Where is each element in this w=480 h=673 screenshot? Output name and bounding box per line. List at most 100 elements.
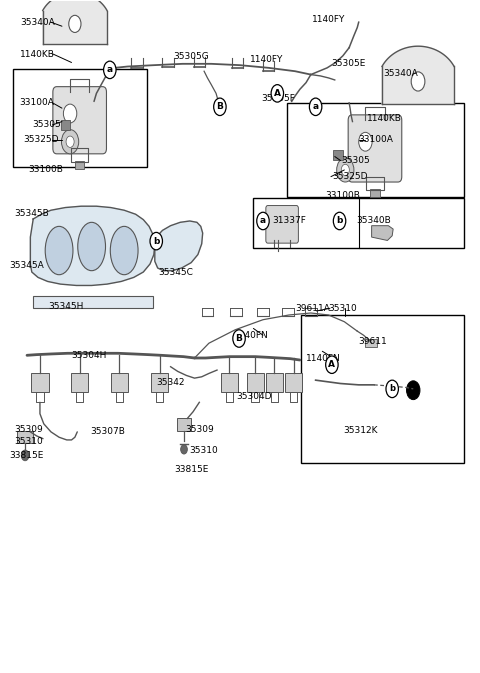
Polygon shape <box>372 225 393 240</box>
Text: 35340B: 35340B <box>356 217 391 225</box>
Text: a: a <box>107 65 113 75</box>
Circle shape <box>21 450 29 461</box>
Circle shape <box>359 133 372 151</box>
Text: 35310: 35310 <box>190 446 218 455</box>
Text: 35305: 35305 <box>341 156 370 165</box>
FancyBboxPatch shape <box>266 205 299 243</box>
Bar <box>151 374 168 392</box>
Bar <box>60 120 70 130</box>
Bar <box>111 374 128 392</box>
Bar <box>221 374 238 392</box>
Circle shape <box>325 356 338 374</box>
Text: 1140FN: 1140FN <box>234 330 269 340</box>
Bar <box>301 315 464 463</box>
Text: b: b <box>336 217 343 225</box>
Text: 35345B: 35345B <box>14 209 49 218</box>
Circle shape <box>386 380 398 398</box>
FancyBboxPatch shape <box>53 87 107 154</box>
Text: 35305F: 35305F <box>262 94 295 103</box>
Text: 1140FY: 1140FY <box>250 55 283 64</box>
Polygon shape <box>382 46 454 104</box>
Polygon shape <box>33 296 153 308</box>
Text: A: A <box>328 360 336 369</box>
Text: b: b <box>153 237 159 246</box>
Text: a: a <box>260 217 266 225</box>
Ellipse shape <box>45 226 73 275</box>
Bar <box>177 419 191 431</box>
Text: 35325D: 35325D <box>332 172 367 181</box>
Text: 33100A: 33100A <box>19 98 54 107</box>
Text: B: B <box>216 102 223 111</box>
Circle shape <box>180 445 187 454</box>
Text: 35342: 35342 <box>156 378 185 387</box>
Circle shape <box>66 136 74 147</box>
Bar <box>17 431 33 443</box>
Circle shape <box>63 104 77 123</box>
Bar <box>287 103 464 197</box>
Text: 35304D: 35304D <box>236 392 272 402</box>
Text: B: B <box>236 334 242 343</box>
Text: 31337F: 31337F <box>272 217 306 225</box>
Bar <box>253 198 464 248</box>
Text: 1140KB: 1140KB <box>367 114 402 123</box>
Circle shape <box>61 130 79 154</box>
Text: 35340A: 35340A <box>20 17 55 27</box>
FancyBboxPatch shape <box>348 115 402 182</box>
Bar <box>365 339 377 347</box>
Text: 35305G: 35305G <box>173 52 209 61</box>
Bar <box>285 374 302 392</box>
Ellipse shape <box>110 226 138 275</box>
Text: 39611: 39611 <box>359 336 387 346</box>
Text: 35309: 35309 <box>185 425 214 433</box>
Text: 33815E: 33815E <box>9 451 44 460</box>
Text: 35309: 35309 <box>14 425 43 433</box>
Circle shape <box>233 330 245 347</box>
Text: 35310: 35310 <box>328 304 357 313</box>
Bar <box>370 188 380 197</box>
Circle shape <box>104 61 116 79</box>
Circle shape <box>407 381 420 400</box>
Text: 35345A: 35345A <box>9 261 44 270</box>
Circle shape <box>271 85 284 102</box>
Text: 1140FY: 1140FY <box>312 15 345 24</box>
Text: 35345H: 35345H <box>48 302 84 311</box>
Circle shape <box>69 15 81 32</box>
Polygon shape <box>43 0 107 44</box>
Text: 35310: 35310 <box>14 437 43 446</box>
Text: 1140KB: 1140KB <box>20 50 55 59</box>
Circle shape <box>336 158 354 182</box>
Polygon shape <box>30 206 155 285</box>
Text: 35307B: 35307B <box>91 427 126 436</box>
Circle shape <box>333 212 346 229</box>
Text: 35305E: 35305E <box>331 59 365 69</box>
Text: 35305: 35305 <box>32 120 60 129</box>
Polygon shape <box>155 221 203 271</box>
Text: 33100B: 33100B <box>28 166 63 174</box>
Bar <box>247 374 264 392</box>
Circle shape <box>310 98 322 116</box>
Text: 35312K: 35312K <box>343 426 377 435</box>
Circle shape <box>341 164 349 176</box>
Bar <box>12 69 147 168</box>
Bar <box>266 374 283 392</box>
Text: a: a <box>312 102 319 111</box>
Text: 33815E: 33815E <box>174 465 208 474</box>
Text: b: b <box>389 384 395 394</box>
Bar <box>75 161 84 169</box>
Text: 39611A: 39611A <box>295 304 330 313</box>
Bar <box>333 151 343 160</box>
Ellipse shape <box>78 222 106 271</box>
Text: A: A <box>274 89 281 98</box>
Circle shape <box>150 232 162 250</box>
Text: 35345C: 35345C <box>158 268 193 277</box>
Text: 35340A: 35340A <box>384 69 419 77</box>
Bar <box>31 374 48 392</box>
Circle shape <box>257 212 269 229</box>
Text: 33100A: 33100A <box>359 135 394 144</box>
Bar <box>71 374 88 392</box>
Text: 35304H: 35304H <box>72 351 107 360</box>
Circle shape <box>214 98 226 116</box>
Text: 1140FN: 1140FN <box>306 354 341 363</box>
Circle shape <box>411 72 425 91</box>
Text: 33100B: 33100B <box>325 191 360 200</box>
